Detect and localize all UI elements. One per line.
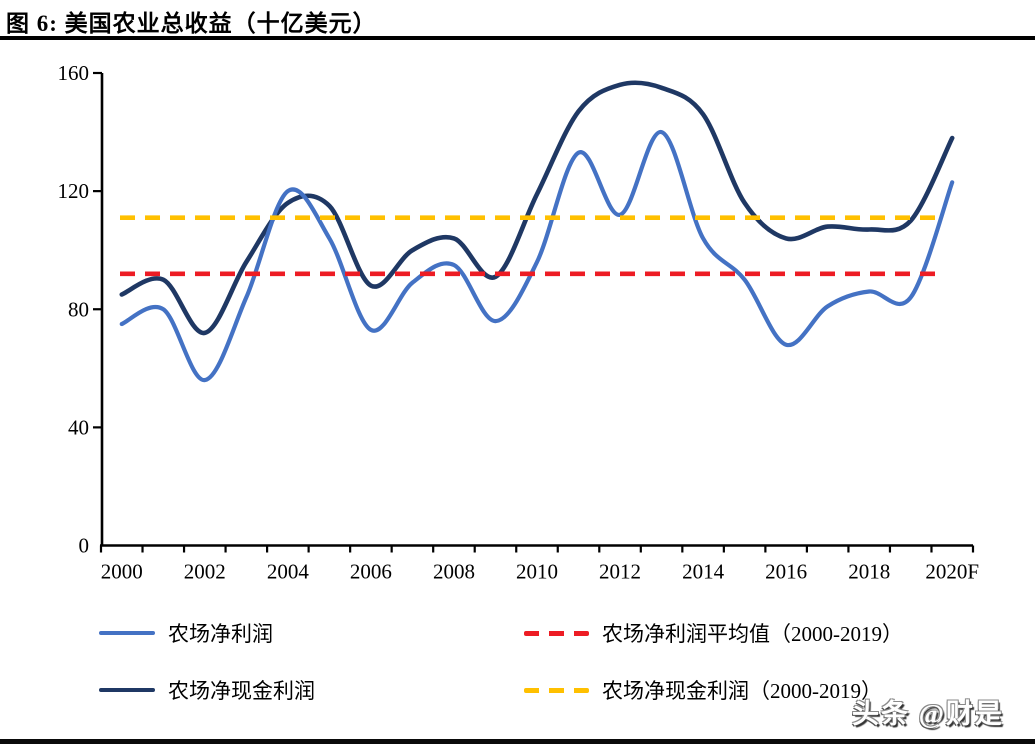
legend-swatch-net-farm-income [99,631,155,635]
x-tick-label: 2016 [765,560,807,584]
x-tick-label: 2008 [433,560,475,584]
x-tick-label: 2010 [516,560,558,584]
legend-label-net-cash-income-average: 农场净现金利润（2000-2019） [602,679,882,703]
x-tick-label: 2014 [682,560,725,584]
chart-svg: 0 40 80 120 160 2000 2002 2004 2006 2008 2010 2012 2… [58,61,980,584]
series-line-net-farm-income [119,130,955,383]
legend-label-net-farm-income-average: 农场净利润平均值（2000-2019） [602,622,903,646]
y-tick-label: 160 [58,61,90,85]
x-tick-label: 2012 [599,560,641,584]
legend-swatch-net-farm-income-average [524,630,589,636]
series-line-net-cash-income [119,80,955,336]
legend-item-net-farm-income-average: 农场净利润平均值（2000-2019） [524,618,903,648]
legend-label-net-cash-income: 农场净现金利润 [168,679,315,703]
legend-item-net-cash-income-average: 农场净现金利润（2000-2019） [524,675,882,705]
y-tick-label: 40 [68,415,89,439]
legend-item-net-cash-income: 农场净现金利润 [99,675,315,705]
y-tick-label: 120 [58,179,90,203]
bottom-rule [0,739,1035,744]
legend-label-net-farm-income: 农场净利润 [168,622,273,646]
legend-item-net-farm-income: 农场净利润 [99,618,273,648]
title-underline [0,36,1035,40]
x-tick-label: 2004 [267,560,310,584]
y-tick-label: 0 [79,534,90,558]
x-tick-label: 2002 [184,560,226,584]
line-chart-canvas: 0 40 80 120 160 2000 2002 2004 2006 2008 2010 2012 2… [0,42,1035,602]
watermark: 头条 @财是 [852,699,1004,729]
x-tick-label: 2000 [101,560,143,584]
legend-swatch-net-cash-income-average [524,687,589,693]
x-tick-label: 2006 [350,560,392,584]
y-tick-label: 80 [68,297,89,321]
figure-title: 图 6: 美国农业总收益（十亿美元） [6,11,377,36]
legend-swatch-net-cash-income [99,688,155,692]
x-tick-label: 2020F [925,560,979,584]
x-tick-label: 2018 [848,560,890,584]
